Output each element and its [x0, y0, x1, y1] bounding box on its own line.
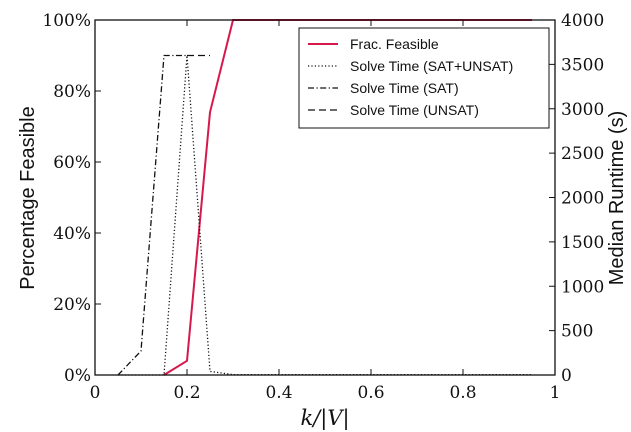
x-tick-label-2: 0.4 — [265, 383, 292, 403]
series-line-2 — [117, 54, 187, 376]
y-axis-right-label: Median Runtime (s) — [606, 111, 628, 286]
y-left-tick-label-0: 0% — [64, 366, 91, 386]
y-right-tick-label-0: 0 — [561, 366, 572, 386]
y-right-tick-label-6: 3000 — [561, 100, 604, 120]
x-tick-label-5: 1 — [550, 383, 561, 403]
legend: Frac. Feasible Solve Time (SAT+UNSAT) Solv… — [298, 27, 550, 129]
y-left-tick-label-1: 20% — [53, 295, 91, 315]
legend-label-1: Solve Time (SAT+UNSAT) — [350, 58, 513, 74]
x-tick-label-1: 0.2 — [173, 383, 200, 403]
y-right-tick-label-8: 4000 — [561, 11, 604, 31]
y-left-tick-label-2: 40% — [53, 224, 91, 244]
y-right-tick-label-3: 1500 — [561, 233, 604, 253]
x-tick-label-4: 0.8 — [449, 383, 476, 403]
y-axis-left-label: Percentage Feasible — [17, 106, 39, 289]
legend-box — [298, 27, 550, 129]
y-right-tick-label-1: 500 — [561, 322, 593, 342]
legend-label-0: Frac. Feasible — [350, 36, 439, 52]
y-right-tick-label-4: 2000 — [561, 189, 604, 209]
y-left-tick-label-3: 60% — [53, 153, 91, 173]
y-left-tick-label-4: 80% — [53, 82, 91, 102]
y-left-tick-label-5: 100% — [42, 11, 91, 31]
y-right-tick-label-2: 1000 — [561, 277, 604, 297]
y-right-tick-label-7: 3500 — [561, 55, 604, 75]
y-right-tick-label-5: 2500 — [561, 144, 604, 164]
legend-label-2: Solve Time (SAT) — [350, 80, 459, 96]
x-axis-label: k/|V| — [300, 406, 349, 431]
x-tick-label-0: 0 — [90, 383, 101, 403]
legend-label-3: Solve Time (UNSAT) — [350, 102, 479, 118]
x-tick-label-3: 0.6 — [357, 383, 384, 403]
ticks-group: 0 0.2 0.4 0.6 0.8 1 0% 20% 40% 60% 80% 100% 0 500 1000… — [42, 11, 604, 403]
